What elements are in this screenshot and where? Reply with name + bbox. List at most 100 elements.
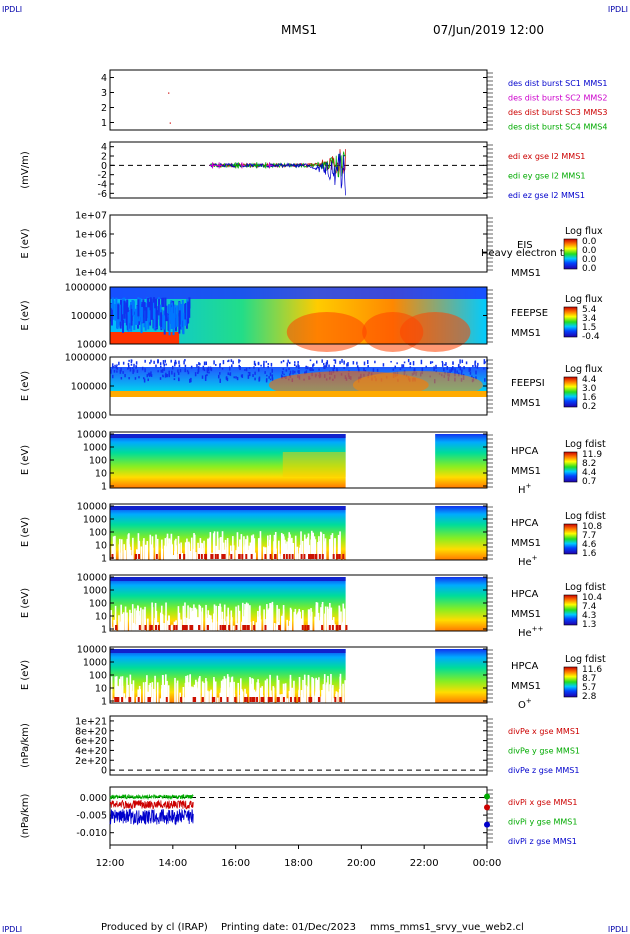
spectrogram-cell (315, 691, 317, 703)
spectrogram-cell (256, 682, 259, 703)
spectrogram-cell (312, 678, 315, 703)
spectrogram-cell (203, 540, 205, 560)
spectrogram-cell (342, 696, 345, 703)
spectrogram-cell (318, 690, 320, 703)
spectrogram-cell (302, 610, 304, 631)
spectrogram-cell (164, 374, 167, 378)
y-tick-label: 1e+21 (75, 716, 107, 727)
spectrogram-cell (150, 302, 153, 320)
legend-entry: edi ex gse l2 MMS1 (508, 152, 585, 161)
spectrogram-cell (159, 362, 162, 366)
spectrogram-cell (230, 554, 233, 559)
spectrogram-cell (118, 361, 120, 366)
spectrogram-cell (227, 360, 229, 363)
spectrogram-cell (222, 360, 225, 365)
colorbar-tick-label: 5.7 (582, 683, 596, 693)
spectrogram-cell (259, 537, 262, 560)
spectrogram-cell (222, 679, 224, 703)
spectrogram-cell (154, 625, 157, 630)
spectrogram-cell (193, 615, 196, 631)
spectrogram-cell (333, 364, 336, 370)
spectrogram-cell (201, 542, 203, 560)
panel-hpca-h: 10000 1000 100 10 1 E (eV) HPCA MMS1 H+ Log fdist… (20, 430, 606, 497)
spectrogram-cell (125, 698, 127, 703)
spectrogram-cell (216, 531, 219, 560)
overlay-label: Heavy electron to (481, 248, 570, 259)
spectrogram-cell (247, 553, 250, 560)
spectrogram-cell (144, 625, 147, 630)
spectrogram-cell (318, 536, 320, 560)
x-tick-label: 12:00 (96, 858, 125, 869)
y-tick-label: 4e+20 (75, 746, 107, 757)
spectrogram-cell (201, 607, 204, 631)
spectrogram-cell (207, 690, 209, 703)
spectrogram-cell (220, 537, 222, 560)
spectrogram-cell (120, 377, 123, 380)
spectrogram-cell (189, 674, 191, 703)
spectrogram-cell (363, 361, 366, 366)
spectrogram-cell (150, 374, 153, 377)
legend-entry: divPe z gse MMS1 (508, 766, 579, 775)
spectrogram-cell (111, 546, 113, 560)
spectrogram-cell (341, 359, 343, 363)
spectrogram-cell (147, 697, 150, 702)
y-tick-label: 10000 (77, 573, 107, 584)
y-tick-label: 1 (101, 554, 107, 565)
spectrogram-cell (241, 554, 244, 559)
spectrogram-cell (240, 374, 243, 378)
spectrogram-cell (264, 680, 267, 703)
spectrogram-cell (184, 682, 187, 703)
spectrogram-cell (269, 674, 271, 703)
spectrogram-cell (127, 364, 130, 369)
spectrogram-cell (420, 359, 423, 365)
spectrogram-cell (321, 604, 324, 631)
spectrogram-cell (342, 603, 345, 631)
spectrogram-cell (168, 304, 171, 314)
spectrogram-cell (260, 697, 263, 702)
spectrogram-cell (232, 536, 234, 560)
colorbar (563, 306, 578, 338)
spectrogram-cell (197, 542, 199, 560)
colorbar-tick-label: 11.6 (582, 665, 602, 675)
colorbar-tick-label: 0.0 (582, 264, 597, 274)
spectrogram-cell (131, 604, 134, 631)
instrument-label: HPCA (511, 589, 539, 600)
spectrogram-cell (135, 361, 138, 365)
spectrogram-cell (147, 314, 150, 323)
spectrogram-cell (160, 612, 162, 631)
spectrogram-cell (219, 625, 222, 630)
spectrogram-cell (118, 686, 121, 703)
spectrogram-cell (171, 365, 174, 370)
spectrogram-cell (214, 681, 217, 703)
y-tick-label: 1 (101, 697, 107, 708)
spectrogram-cell (324, 541, 326, 560)
spectrogram-band (110, 287, 487, 299)
spectrogram-cell (270, 697, 273, 702)
spacecraft-label: MMS1 (511, 398, 541, 409)
spectrogram-cell (475, 370, 477, 375)
spectrogram-cell (196, 364, 198, 368)
spectrogram-cell (126, 612, 128, 631)
spectrogram-cell (166, 373, 168, 378)
spectrogram-cell (115, 676, 118, 703)
spectrogram-cell (329, 684, 331, 703)
spectrogram-cell (153, 360, 155, 364)
spectrogram-cell (211, 697, 214, 702)
y-tick-label: 1e+04 (75, 268, 107, 279)
spectrogram-cell (220, 697, 223, 702)
spectrogram-cell (255, 622, 258, 631)
spectrogram-cell (282, 683, 285, 703)
spectrogram-cell (292, 370, 294, 375)
spectrogram-cell (153, 308, 156, 330)
marker-cross (209, 162, 216, 169)
spectrogram-cell (210, 554, 213, 559)
spectrogram-cell (193, 684, 196, 703)
spectrogram-cell (110, 690, 112, 703)
spectrogram-cell (336, 369, 339, 372)
spectrogram-cell (167, 685, 170, 703)
spectrogram-cell (310, 611, 313, 631)
series-end-marker-1 (484, 793, 490, 800)
corner-label-bottom-left: IPDLI (2, 925, 22, 934)
series-line-2 (109, 808, 194, 826)
spectrogram-cell (335, 691, 338, 703)
